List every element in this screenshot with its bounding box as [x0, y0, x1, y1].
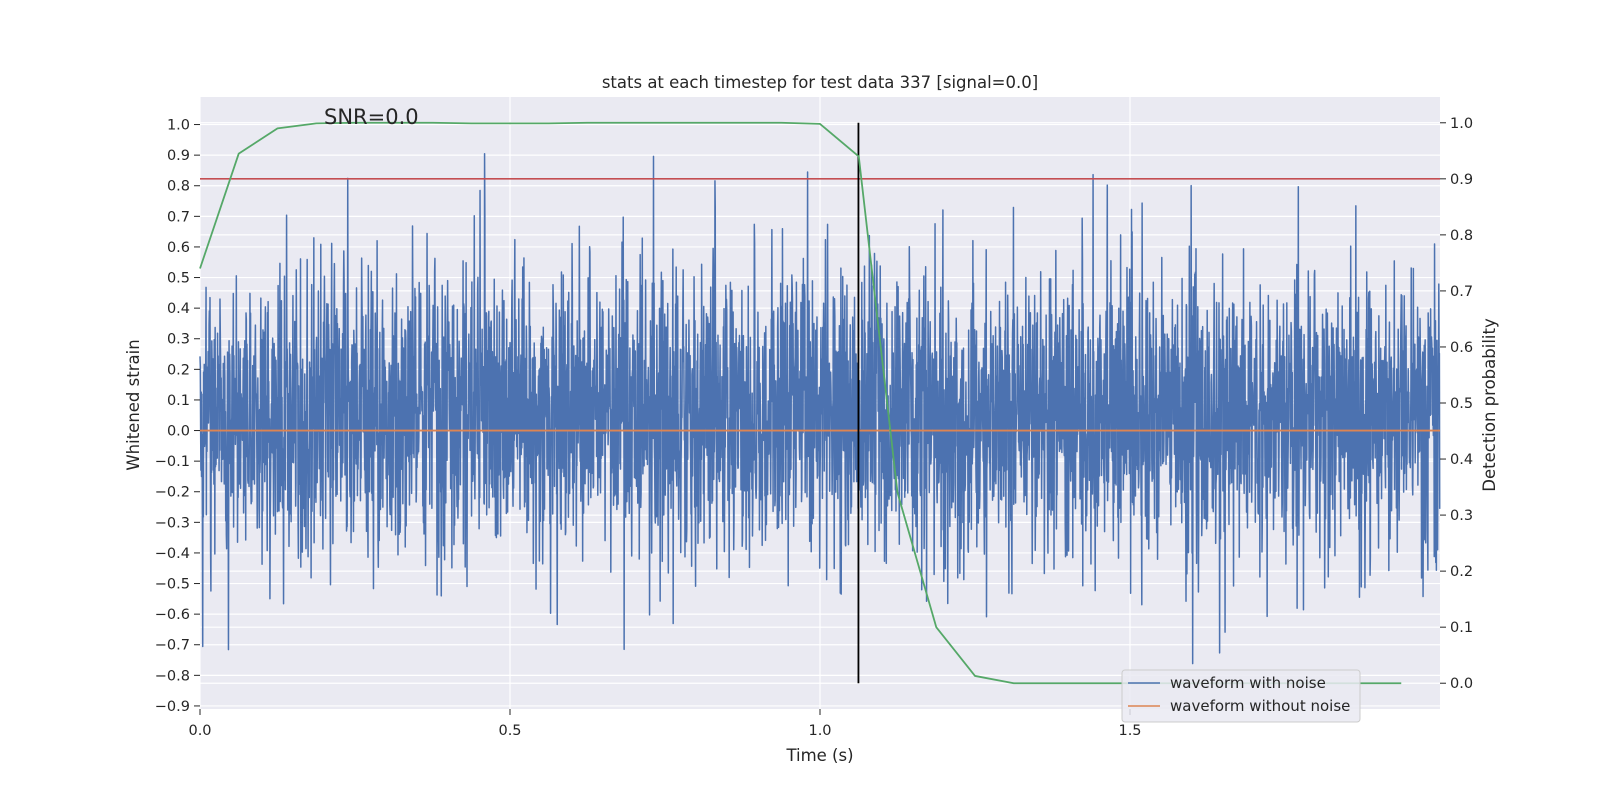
x-tick-label: 1.0 [808, 723, 831, 739]
x-tick-label: 0.5 [498, 723, 521, 739]
y-tick-label: 0.5 [167, 271, 190, 287]
legend: waveform with noise waveform without noi… [1121, 669, 1361, 723]
legend-label-noise: waveform with noise [1170, 674, 1326, 692]
y-tick-label: 0.0 [167, 424, 190, 440]
y-tick-label: 1.0 [167, 118, 190, 134]
y-tick-label: 0.8 [167, 179, 190, 195]
y2-tick-label: 0.9 [1450, 172, 1473, 188]
y-tick-label: −0.8 [155, 668, 190, 684]
snr-annotation: SNR=0.0 [324, 105, 419, 129]
y2-tick-label: 0.2 [1450, 564, 1473, 580]
y-tick-label: 0.4 [167, 301, 190, 317]
chart-title: stats at each timestep for test data 337… [602, 73, 1038, 92]
axis-ticks: 1.0 0.9 0.8 0.7 0.6 0.5 0.4 0.3 0.2 0.1 0.0 −0.1 −0.… [155, 116, 1473, 739]
y2-tick-label: 0.5 [1450, 396, 1473, 412]
legend-label-clean: waveform without noise [1170, 697, 1350, 715]
y-tick-label: −0.9 [155, 699, 190, 715]
y-tick-label: −0.6 [155, 607, 190, 623]
x-tick-label: 1.5 [1118, 723, 1141, 739]
y2-tick-label: 0.6 [1450, 340, 1473, 356]
y2-tick-label: 0.7 [1450, 284, 1473, 300]
y2-axis-label: Detection probability [1480, 318, 1499, 492]
y-tick-label: −0.4 [155, 546, 190, 562]
y2-tick-label: 0.4 [1450, 452, 1473, 468]
y-tick-label: −0.2 [155, 485, 190, 501]
y-tick-label: −0.3 [155, 515, 190, 531]
y-tick-label: 0.3 [167, 332, 190, 348]
y-axis-label: Whitened strain [124, 339, 143, 470]
x-axis-label: Time (s) [785, 746, 853, 765]
y2-tick-label: 0.0 [1450, 676, 1473, 692]
y-tick-label: −0.5 [155, 577, 190, 593]
y2-tick-label: 0.1 [1450, 620, 1473, 636]
y-tick-label: −0.1 [155, 454, 190, 470]
y-tick-label: 0.7 [167, 209, 190, 225]
y2-tick-label: 0.8 [1450, 228, 1473, 244]
y-tick-label: −0.7 [155, 638, 190, 654]
y-tick-label: 0.9 [167, 148, 190, 164]
y-tick-label: 0.6 [167, 240, 190, 256]
y-tick-label: 0.2 [167, 362, 190, 378]
y2-tick-label: 0.3 [1450, 508, 1473, 524]
y2-tick-label: 1.0 [1450, 116, 1473, 132]
x-tick-label: 0.0 [188, 723, 211, 739]
series-waveform-with-noise [199, 152, 1441, 665]
y-tick-label: 0.1 [167, 393, 190, 409]
legend-box [1121, 669, 1361, 723]
